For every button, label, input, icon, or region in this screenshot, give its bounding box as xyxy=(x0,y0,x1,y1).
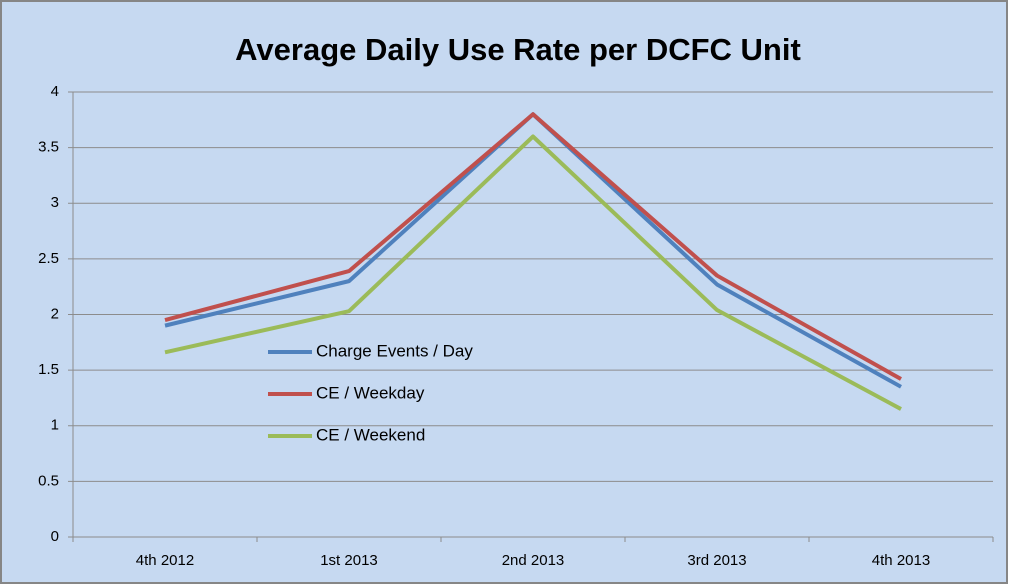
chart-title: Average Daily Use Rate per DCFC Unit xyxy=(235,32,801,67)
y-tick-label: 2 xyxy=(51,305,59,322)
x-tick-label: 3rd 2013 xyxy=(687,552,746,569)
legend-label: Charge Events / Day xyxy=(316,341,473,360)
y-tick-label: 3 xyxy=(51,194,59,211)
legend-label: CE / Weekend xyxy=(316,425,425,444)
y-tick-label: 0.5 xyxy=(38,472,59,489)
y-tick-label: 1 xyxy=(51,417,59,434)
y-tick-label: 0 xyxy=(51,528,59,545)
x-tick-label: 1st 2013 xyxy=(320,552,378,569)
y-tick-label: 3.5 xyxy=(38,139,59,156)
x-tick-label: 2nd 2013 xyxy=(502,552,565,569)
x-tick-label: 4th 2012 xyxy=(136,552,194,569)
y-tick-label: 4 xyxy=(51,83,59,100)
y-tick-label: 1.5 xyxy=(38,361,59,378)
x-tick-label: 4th 2013 xyxy=(872,552,930,569)
series-line xyxy=(164,134,902,411)
legend-label: CE / Weekday xyxy=(316,383,425,402)
series-line xyxy=(164,112,902,381)
y-tick-label: 2.5 xyxy=(38,250,59,267)
